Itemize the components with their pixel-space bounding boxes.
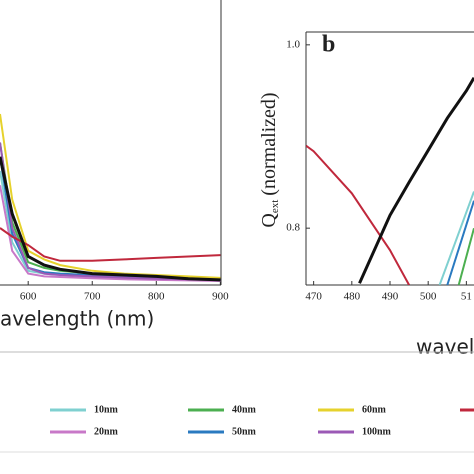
y-tick-label: 1.0 [286,38,300,50]
y-label-suffix: (normalized) [258,92,280,195]
series-line [438,191,474,285]
series-line [0,227,221,262]
x-tick-label: 51 [461,291,472,303]
y-label-main: Q [258,213,280,228]
legend-label: 20nm [94,426,119,437]
y-axis-label: Qext (normalized) [258,92,281,227]
series-line [446,200,474,285]
legend-label: 60nm [362,404,387,415]
series-line [457,227,474,285]
series-line [0,156,221,281]
y-label-sub: ext [269,200,281,213]
x-tick-label: 490 [382,291,399,303]
x-axis-label: avelength (nm) [0,307,154,331]
legend-label: 40nm [232,404,257,415]
x-tick-label: 480 [344,291,361,303]
x-axis-label: wavel [416,335,474,359]
y-tick-label: 0.8 [286,222,300,234]
series-line [0,185,221,282]
plot-area [0,113,221,282]
series-line [0,113,221,279]
legend-label: 100nm [362,426,392,437]
x-tick-label: 800 [148,291,165,303]
series-line [306,144,410,285]
x-tick-label: 700 [84,291,101,303]
x-tick-label: 470 [305,291,322,303]
x-tick-label: 900 [212,291,229,303]
panel-label: b [322,32,335,58]
plot-area [306,77,474,285]
legend-label: 10nm [94,404,119,415]
series-line [0,156,221,282]
series-line [358,77,474,284]
x-tick-label: 600 [20,291,37,303]
x-tick-label: 500 [420,291,437,303]
legend-label: 50nm [232,426,257,437]
